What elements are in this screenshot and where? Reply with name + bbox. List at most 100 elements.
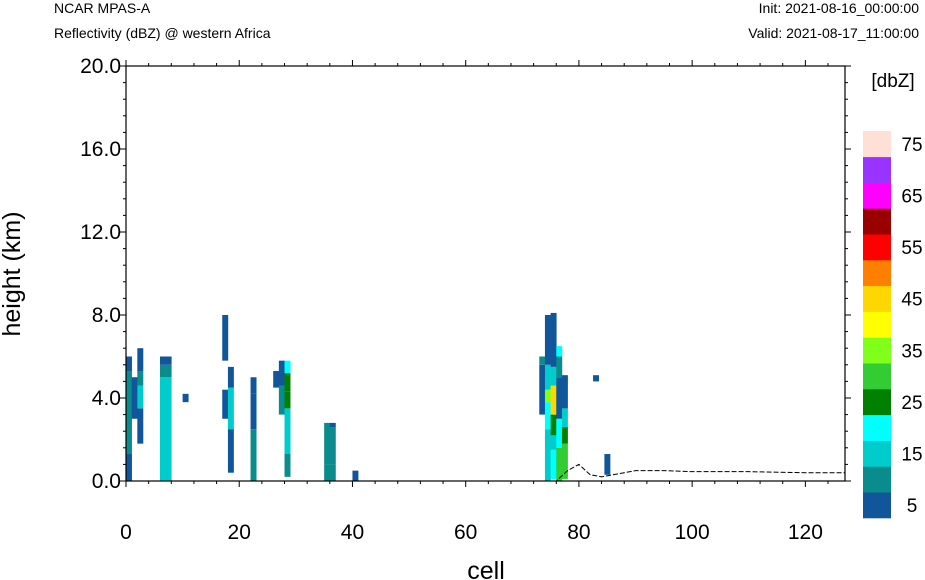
colorbar-label: 35 xyxy=(901,341,922,362)
colorbar-swatch xyxy=(863,363,891,390)
field-subtitle: Reflectivity (dBZ) @ western Africa xyxy=(54,25,271,41)
plot-frame xyxy=(125,65,846,482)
colorbar-swatch xyxy=(863,414,891,441)
reflectivity-cell xyxy=(137,371,144,386)
reflectivity-cell xyxy=(556,447,563,481)
reflectivity-cell xyxy=(278,360,285,372)
colorbar-swatch xyxy=(863,208,891,235)
reflectivity-cell xyxy=(544,389,551,403)
reflectivity-cell xyxy=(284,454,291,477)
init-time: Init: 2021-08-16_00:00:00 xyxy=(758,0,919,16)
reflectivity-cell xyxy=(556,346,563,357)
colorbar-swatch xyxy=(863,466,891,493)
reflectivity-cell xyxy=(561,408,568,428)
x-tick-label: 20 xyxy=(228,521,251,544)
x-tick-label: 80 xyxy=(567,521,590,544)
colorbar-swatch xyxy=(863,131,891,158)
reflectivity-cell xyxy=(544,402,551,430)
x-axis: 0 20 40 60 80 100 120 xyxy=(120,60,829,544)
reflectivity-cell xyxy=(284,408,291,455)
colorbar-label: 55 xyxy=(901,238,922,259)
reflectivity-cell xyxy=(561,375,568,409)
reflectivity-cell xyxy=(544,429,551,482)
reflectivity-cell xyxy=(556,418,563,448)
x-axis-title: cell xyxy=(467,557,505,580)
y-axis-title: height (km) xyxy=(0,211,26,336)
reflectivity-cell xyxy=(250,429,257,482)
reflectivity-cell xyxy=(561,427,568,444)
colorbar-swatch xyxy=(863,492,891,519)
reflectivity-cell xyxy=(593,375,600,382)
reflectivity-cell xyxy=(137,348,144,372)
reflectivity-cell xyxy=(329,422,336,428)
colorbar-swatch xyxy=(863,311,891,338)
reflectivity-cell xyxy=(550,435,557,450)
reflectivity-cell xyxy=(250,377,257,394)
reflectivity-cell xyxy=(284,360,291,374)
reflectivity-cell xyxy=(284,373,291,392)
y-tick-label: 20.0 xyxy=(80,55,121,78)
x-tick-label: 0 xyxy=(120,521,132,544)
reflectivity-cell xyxy=(539,356,546,365)
reflectivity-cell xyxy=(126,356,132,372)
reflectivity-cell xyxy=(544,315,551,365)
reflectivity-cell xyxy=(131,377,138,419)
reflectivity-cell xyxy=(273,371,280,388)
colorbar-swatch xyxy=(863,182,891,209)
colorbar-label: 15 xyxy=(901,445,922,466)
reflectivity-cell xyxy=(227,366,234,388)
reflectivity-cell xyxy=(550,312,557,367)
reflectivity-cell xyxy=(556,356,563,378)
reflectivity-cell xyxy=(159,377,166,481)
reflectivity-cell xyxy=(550,414,557,436)
reflectivity-cell xyxy=(165,377,172,481)
reflectivity-cell xyxy=(182,393,189,403)
terrain-profile xyxy=(126,463,845,482)
reflectivity-cell xyxy=(561,443,568,479)
colorbar-swatch xyxy=(863,337,891,364)
reflectivity-cell xyxy=(250,393,257,430)
y-tick-label: 4.0 xyxy=(92,387,121,410)
reflectivity-cell xyxy=(329,427,336,465)
y-tick-label: 12.0 xyxy=(80,221,121,244)
reflectivity-cell xyxy=(352,470,359,482)
reflectivity-cell xyxy=(329,464,336,481)
reflectivity-cell xyxy=(550,449,557,479)
x-tick-label: 120 xyxy=(788,521,823,544)
reflectivity-cell xyxy=(284,391,291,409)
reflectivity-cell xyxy=(227,429,234,473)
x-tick-label: 60 xyxy=(454,521,477,544)
colorbar-swatch xyxy=(863,234,891,261)
colorbar-label: 45 xyxy=(901,290,922,311)
reflectivity-cell xyxy=(278,385,285,415)
terrain-line xyxy=(126,463,845,482)
reflectivity-cells xyxy=(126,312,611,482)
reflectivity-cell xyxy=(165,356,172,365)
reflectivity-cell xyxy=(550,385,557,415)
reflectivity-cell xyxy=(137,385,144,409)
colorbar-label: 25 xyxy=(901,393,922,414)
reflectivity-cell xyxy=(324,422,331,465)
y-tick-label: 0.0 xyxy=(92,470,121,493)
reflectivity-cell xyxy=(539,364,546,415)
reflectivity-cell xyxy=(126,454,132,481)
reflectivity-cell xyxy=(550,366,557,386)
reflectivity-cell xyxy=(324,464,331,481)
colorbar-label: 75 xyxy=(901,135,922,156)
reflectivity-cell xyxy=(159,356,166,365)
reflectivity-cell xyxy=(165,364,172,378)
model-title: NCAR MPAS-A xyxy=(54,0,151,16)
reflectivity-cell xyxy=(544,364,551,390)
x-tick-label: 40 xyxy=(341,521,364,544)
colorbar-swatch xyxy=(863,285,891,312)
reflectivity-cell xyxy=(137,408,144,444)
colorbar-swatch xyxy=(863,389,891,416)
reflectivity-cell xyxy=(556,377,563,419)
colorbar-label: 5 xyxy=(907,496,918,517)
reflectivity-cell xyxy=(159,364,166,378)
colorbar-title: [dbZ] xyxy=(871,71,914,92)
y-axis: 0.0 4.0 8.0 12.0 16.0 20.0 xyxy=(80,55,851,493)
reflectivity-cell xyxy=(604,454,611,475)
reflectivity-cell xyxy=(126,371,132,455)
